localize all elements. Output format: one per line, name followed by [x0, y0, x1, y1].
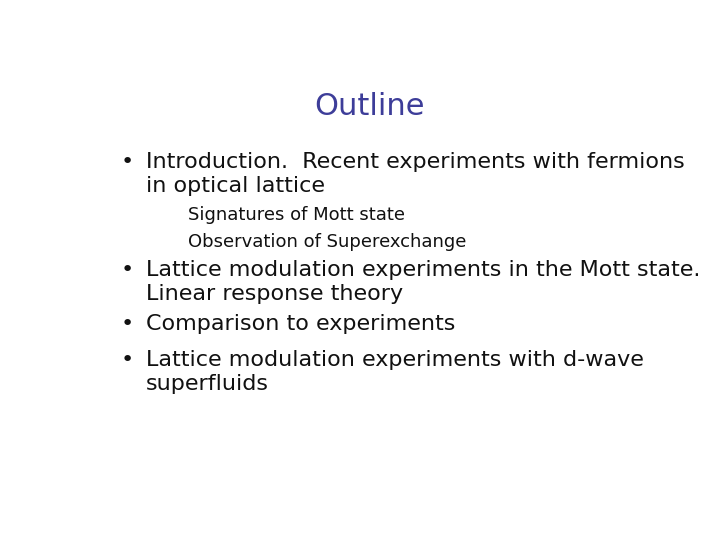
Text: Observation of Superexchange: Observation of Superexchange: [188, 233, 466, 251]
Text: •: •: [121, 260, 134, 280]
Text: Lattice modulation experiments with d-wave
superfluids: Lattice modulation experiments with d-wa…: [145, 349, 644, 394]
Text: Comparison to experiments: Comparison to experiments: [145, 314, 455, 334]
Text: Introduction.  Recent experiments with fermions
in optical lattice: Introduction. Recent experiments with fe…: [145, 152, 685, 196]
Text: Signatures of Mott state: Signatures of Mott state: [188, 206, 405, 224]
Text: •: •: [121, 314, 134, 334]
Text: •: •: [121, 349, 134, 369]
Text: Outline: Outline: [314, 92, 424, 121]
Text: •: •: [121, 152, 134, 172]
Text: Lattice modulation experiments in the Mott state.
Linear response theory: Lattice modulation experiments in the Mo…: [145, 260, 700, 304]
